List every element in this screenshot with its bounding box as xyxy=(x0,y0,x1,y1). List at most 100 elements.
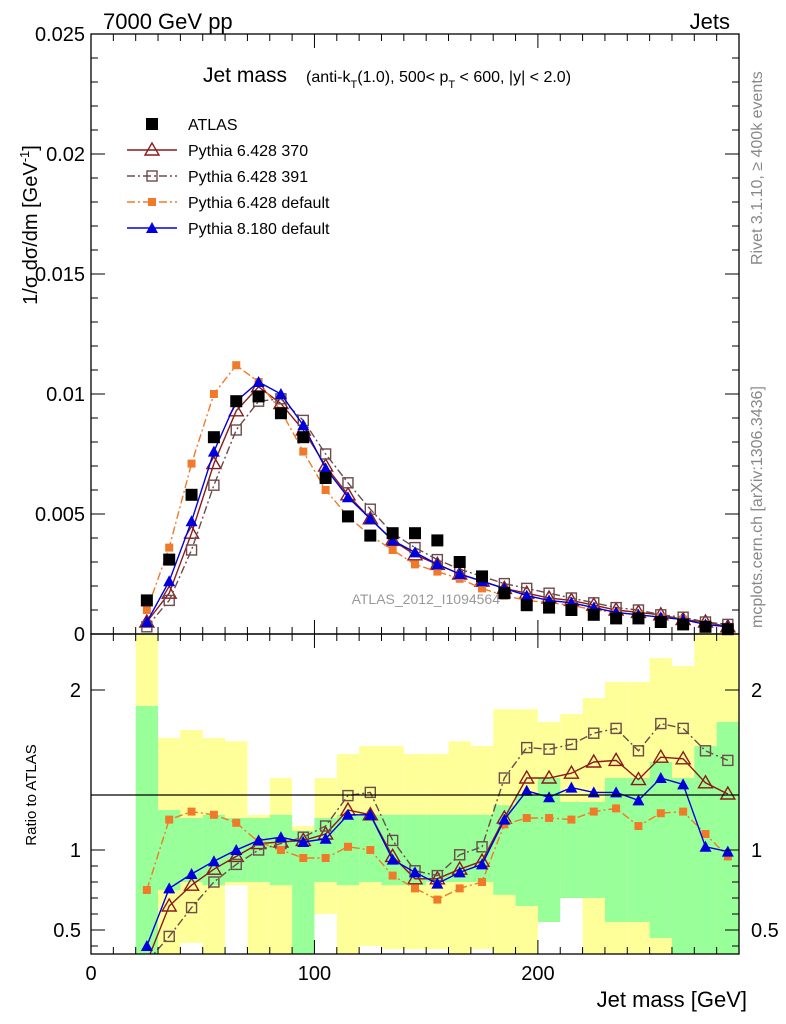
header-left: 7000 GeV pp xyxy=(103,9,233,34)
ratio-point-pythia-6-428-370-25 xyxy=(697,774,714,789)
y-axis-label-main: 1/σ dσ/dm [GeV-1] xyxy=(17,145,42,305)
legend-label-pythia-6-428-391: Pythia 6.428 391 xyxy=(188,169,308,186)
main-point-atlas-0 xyxy=(140,594,153,607)
title-sub-T-subscript: T xyxy=(350,79,357,91)
main-point-pythia-8-180-default-8 xyxy=(319,462,332,474)
ratio-point-pythia-8-180-default-7 xyxy=(297,836,310,847)
main-point-atlas-8 xyxy=(319,472,332,484)
ratio-point-pythia-6-428-391-25 xyxy=(699,745,712,757)
main-point-pythia-8-180-default-2 xyxy=(185,515,198,527)
ratio-point-pythia-8-180-default-15 xyxy=(476,858,489,870)
ratio-point-pythia-6-428-391-11 xyxy=(386,834,399,847)
ratio-point-pythia-6-428-370-20 xyxy=(585,753,602,768)
y-axis-label-ratio: Ratio to ATLAS xyxy=(23,744,40,845)
analysis-watermark: ATLAS_2012_I1094564 xyxy=(352,591,501,607)
ratio-point-pythia-6-428-370-12 xyxy=(406,870,424,885)
ratio-point-pythia-6-428-391-15 xyxy=(476,841,488,853)
ratio-line-pythia-6-428-391 xyxy=(152,722,729,954)
main-point-pythia-6-428-default-3 xyxy=(209,390,218,398)
ratio-point-pythia-8-180-default-8 xyxy=(319,832,332,844)
main-point-pythia-8-180-default-5 xyxy=(252,376,265,387)
main-point-pythia-8-180-default-6 xyxy=(274,388,287,399)
main-point-atlas-24 xyxy=(677,618,690,631)
legend-marker-atlas xyxy=(146,118,158,130)
ratio-point-pythia-6-428-370-26 xyxy=(719,785,737,800)
legend-label-pythia-8-180-default: Pythia 8.180 default xyxy=(188,221,330,238)
ratio-point-pythia-6-428-default-8 xyxy=(321,854,330,862)
band-inner-19 xyxy=(560,802,583,898)
y-axis-label-main-close: ] xyxy=(20,145,42,151)
ratio-point-pythia-6-428-default-22 xyxy=(634,822,643,830)
band-inner-24 xyxy=(671,778,695,954)
title-sub-pT-subscript: T xyxy=(448,79,455,91)
legend-label-atlas: ATLAS xyxy=(188,117,238,134)
ratio-point-pythia-6-428-370-2 xyxy=(183,876,200,891)
main-point-atlas-18 xyxy=(543,601,556,614)
main-point-pythia-8-180-default-1 xyxy=(163,575,176,587)
legend-label-pythia-6-428-default: Pythia 6.428 default xyxy=(188,195,330,212)
main-point-pythia-6-428-default-4 xyxy=(232,361,241,370)
main-point-atlas-22 xyxy=(632,612,645,625)
ratio-series-group xyxy=(140,717,737,954)
ratio-point-pythia-8-180-default-10 xyxy=(364,808,377,820)
main-point-atlas-10 xyxy=(364,529,377,542)
band-inner-5 xyxy=(247,818,270,882)
main-point-pythia-8-180-default-17 xyxy=(520,589,533,601)
main-point-pythia-8-180-default-7 xyxy=(297,419,310,431)
y-tick-label-main-0: 0 xyxy=(74,624,85,646)
band-inner-8 xyxy=(314,818,337,882)
ratio-point-pythia-6-428-default-7 xyxy=(299,854,308,862)
ratio-point-pythia-6-428-391-19 xyxy=(565,738,578,751)
ratio-point-pythia-6-428-default-12 xyxy=(411,884,419,893)
ratio-point-pythia-6-428-default-1 xyxy=(165,815,174,824)
y-tick-label-main-0.005: 0.005 xyxy=(35,504,85,526)
y-tick-label-ratio-left-0.5: 0.5 xyxy=(53,920,81,942)
ratio-point-pythia-6-428-default-13 xyxy=(433,895,442,904)
ratio-point-pythia-6-428-default-2 xyxy=(187,807,196,816)
title-sub-part2: (1.0), 500< p xyxy=(357,69,448,86)
main-point-pythia-8-180-default-13 xyxy=(431,558,444,570)
ratio-point-pythia-6-428-default-24 xyxy=(679,807,688,816)
ratio-point-pythia-6-428-391-21 xyxy=(610,722,622,735)
axis-ticks: 0 100 200 0 0.005 0.01 0.015 0.02 0.025 0.5 0.5 1 1 2… xyxy=(35,24,779,985)
main-point-atlas-15 xyxy=(476,570,489,583)
ratio-point-pythia-6-428-default-18 xyxy=(545,814,554,822)
band-inner-0 xyxy=(135,706,159,954)
ratio-point-pythia-8-180-default-12 xyxy=(409,866,421,878)
ratio-point-pythia-8-180-default-19 xyxy=(565,781,578,793)
main-point-pythia-6-428-391-8 xyxy=(319,448,332,460)
ratio-point-pythia-6-428-370-4 xyxy=(228,848,245,863)
main-point-atlas-17 xyxy=(520,599,533,612)
main-point-atlas-25 xyxy=(699,620,712,633)
ratio-point-pythia-6-428-391-4 xyxy=(230,858,242,871)
main-point-atlas-14 xyxy=(453,556,466,568)
ratio-point-pythia-6-428-default-25 xyxy=(701,830,710,838)
y-axis-label-main-sup: -1 xyxy=(17,151,32,163)
band-inner-26 xyxy=(716,722,739,954)
band-inner-13 xyxy=(426,814,449,882)
x-tick-label-0: 0 xyxy=(85,963,96,985)
ratio-point-pythia-8-180-default-23 xyxy=(654,772,667,783)
ratio-point-pythia-6-428-391-17 xyxy=(521,741,533,754)
main-point-pythia-6-428-default-11 xyxy=(388,546,397,554)
main-point-pythia-8-180-default-14 xyxy=(453,568,466,579)
ratio-point-pythia-6-428-default-0 xyxy=(142,886,151,894)
chart-title-main: Jet mass xyxy=(203,64,287,87)
main-point-atlas-12 xyxy=(409,527,421,540)
ratio-point-pythia-8-180-default-17 xyxy=(520,784,533,796)
main-point-pythia-8-180-default-11 xyxy=(386,534,399,546)
ratio-point-pythia-8-180-default-18 xyxy=(543,791,556,803)
ratio-point-pythia-6-428-391-23 xyxy=(655,717,667,730)
ratio-point-pythia-6-428-default-21 xyxy=(612,804,621,813)
main-point-atlas-20 xyxy=(587,608,600,621)
y-tick-label-ratio-right-1: 1 xyxy=(751,840,762,862)
ratio-point-pythia-8-180-default-24 xyxy=(677,778,690,790)
y-tick-label-ratio-left-1: 1 xyxy=(70,840,81,862)
ratio-point-pythia-8-180-default-6 xyxy=(274,831,287,843)
band-inner-14 xyxy=(448,814,471,882)
main-point-pythia-8-180-default-10 xyxy=(364,512,377,524)
ratio-point-pythia-6-428-370-19 xyxy=(563,764,580,779)
main-point-pythia-6-428-391-1 xyxy=(163,594,175,607)
ratio-point-pythia-6-428-391-2 xyxy=(185,901,198,914)
